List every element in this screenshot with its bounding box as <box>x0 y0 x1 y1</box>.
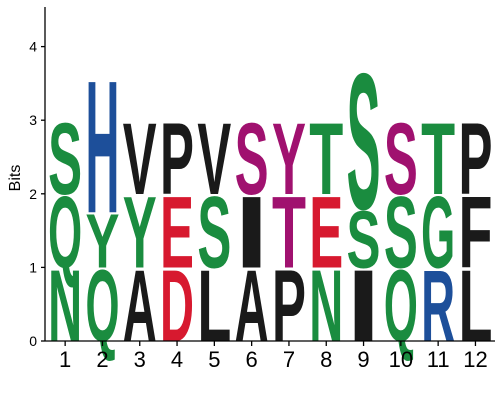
logo-letter: Q <box>48 175 82 289</box>
y-axis-ticks: 0 1 2 3 4 <box>29 39 45 349</box>
logo-letter: S <box>384 176 418 290</box>
y-tick-label: 2 <box>29 186 37 202</box>
logo-letter: S <box>384 103 418 217</box>
x-tick-label: 4 <box>171 347 183 372</box>
y-tick-label: 3 <box>29 112 37 128</box>
logo-letter: S <box>347 194 381 285</box>
y-tick-label: 4 <box>29 39 37 55</box>
x-tick-label: 12 <box>463 347 487 372</box>
y-tick-label: 1 <box>29 259 37 275</box>
x-tick-label: 11 <box>427 347 450 372</box>
logo-letter: H <box>85 42 119 253</box>
x-tick-label: 6 <box>246 347 258 372</box>
x-tick-label: 3 <box>134 347 146 372</box>
logo-letter: P <box>160 103 194 217</box>
x-tick-label: 7 <box>283 347 295 372</box>
logo-letter: S <box>48 103 82 217</box>
x-tick-label: 5 <box>208 347 220 372</box>
logo-letter: E <box>309 176 343 290</box>
logo-letter: I <box>235 175 269 289</box>
logo-letter: T <box>421 103 455 216</box>
logo-letter: E <box>160 176 194 290</box>
logo-letter: V <box>123 103 157 217</box>
x-tick-label: 10 <box>389 347 413 372</box>
logo-letter: Y <box>123 176 157 290</box>
x-tick-label: 8 <box>320 347 332 372</box>
logo-letter: T <box>309 103 343 216</box>
logo-letter: F <box>458 177 492 290</box>
logo-letter: Y <box>85 198 119 284</box>
y-axis-label: Bits <box>7 165 24 192</box>
x-tick-label: 9 <box>357 347 369 372</box>
x-axis-ticks: 1 2 3 4 5 6 7 8 9 10 11 12 <box>59 341 488 372</box>
logo-letter: P <box>458 103 492 217</box>
logo-letter: S <box>197 176 231 290</box>
logo-letter: G <box>421 175 455 289</box>
x-tick-label: 2 <box>96 347 108 372</box>
x-tick-label: 1 <box>59 347 71 372</box>
logo-letter: S <box>235 103 269 217</box>
logo-letter: Y <box>272 103 306 217</box>
logo-letter: T <box>272 177 306 290</box>
logo-letter: S <box>347 33 381 250</box>
y-tick-label: 0 <box>29 333 37 349</box>
logo-letter: V <box>197 103 231 217</box>
